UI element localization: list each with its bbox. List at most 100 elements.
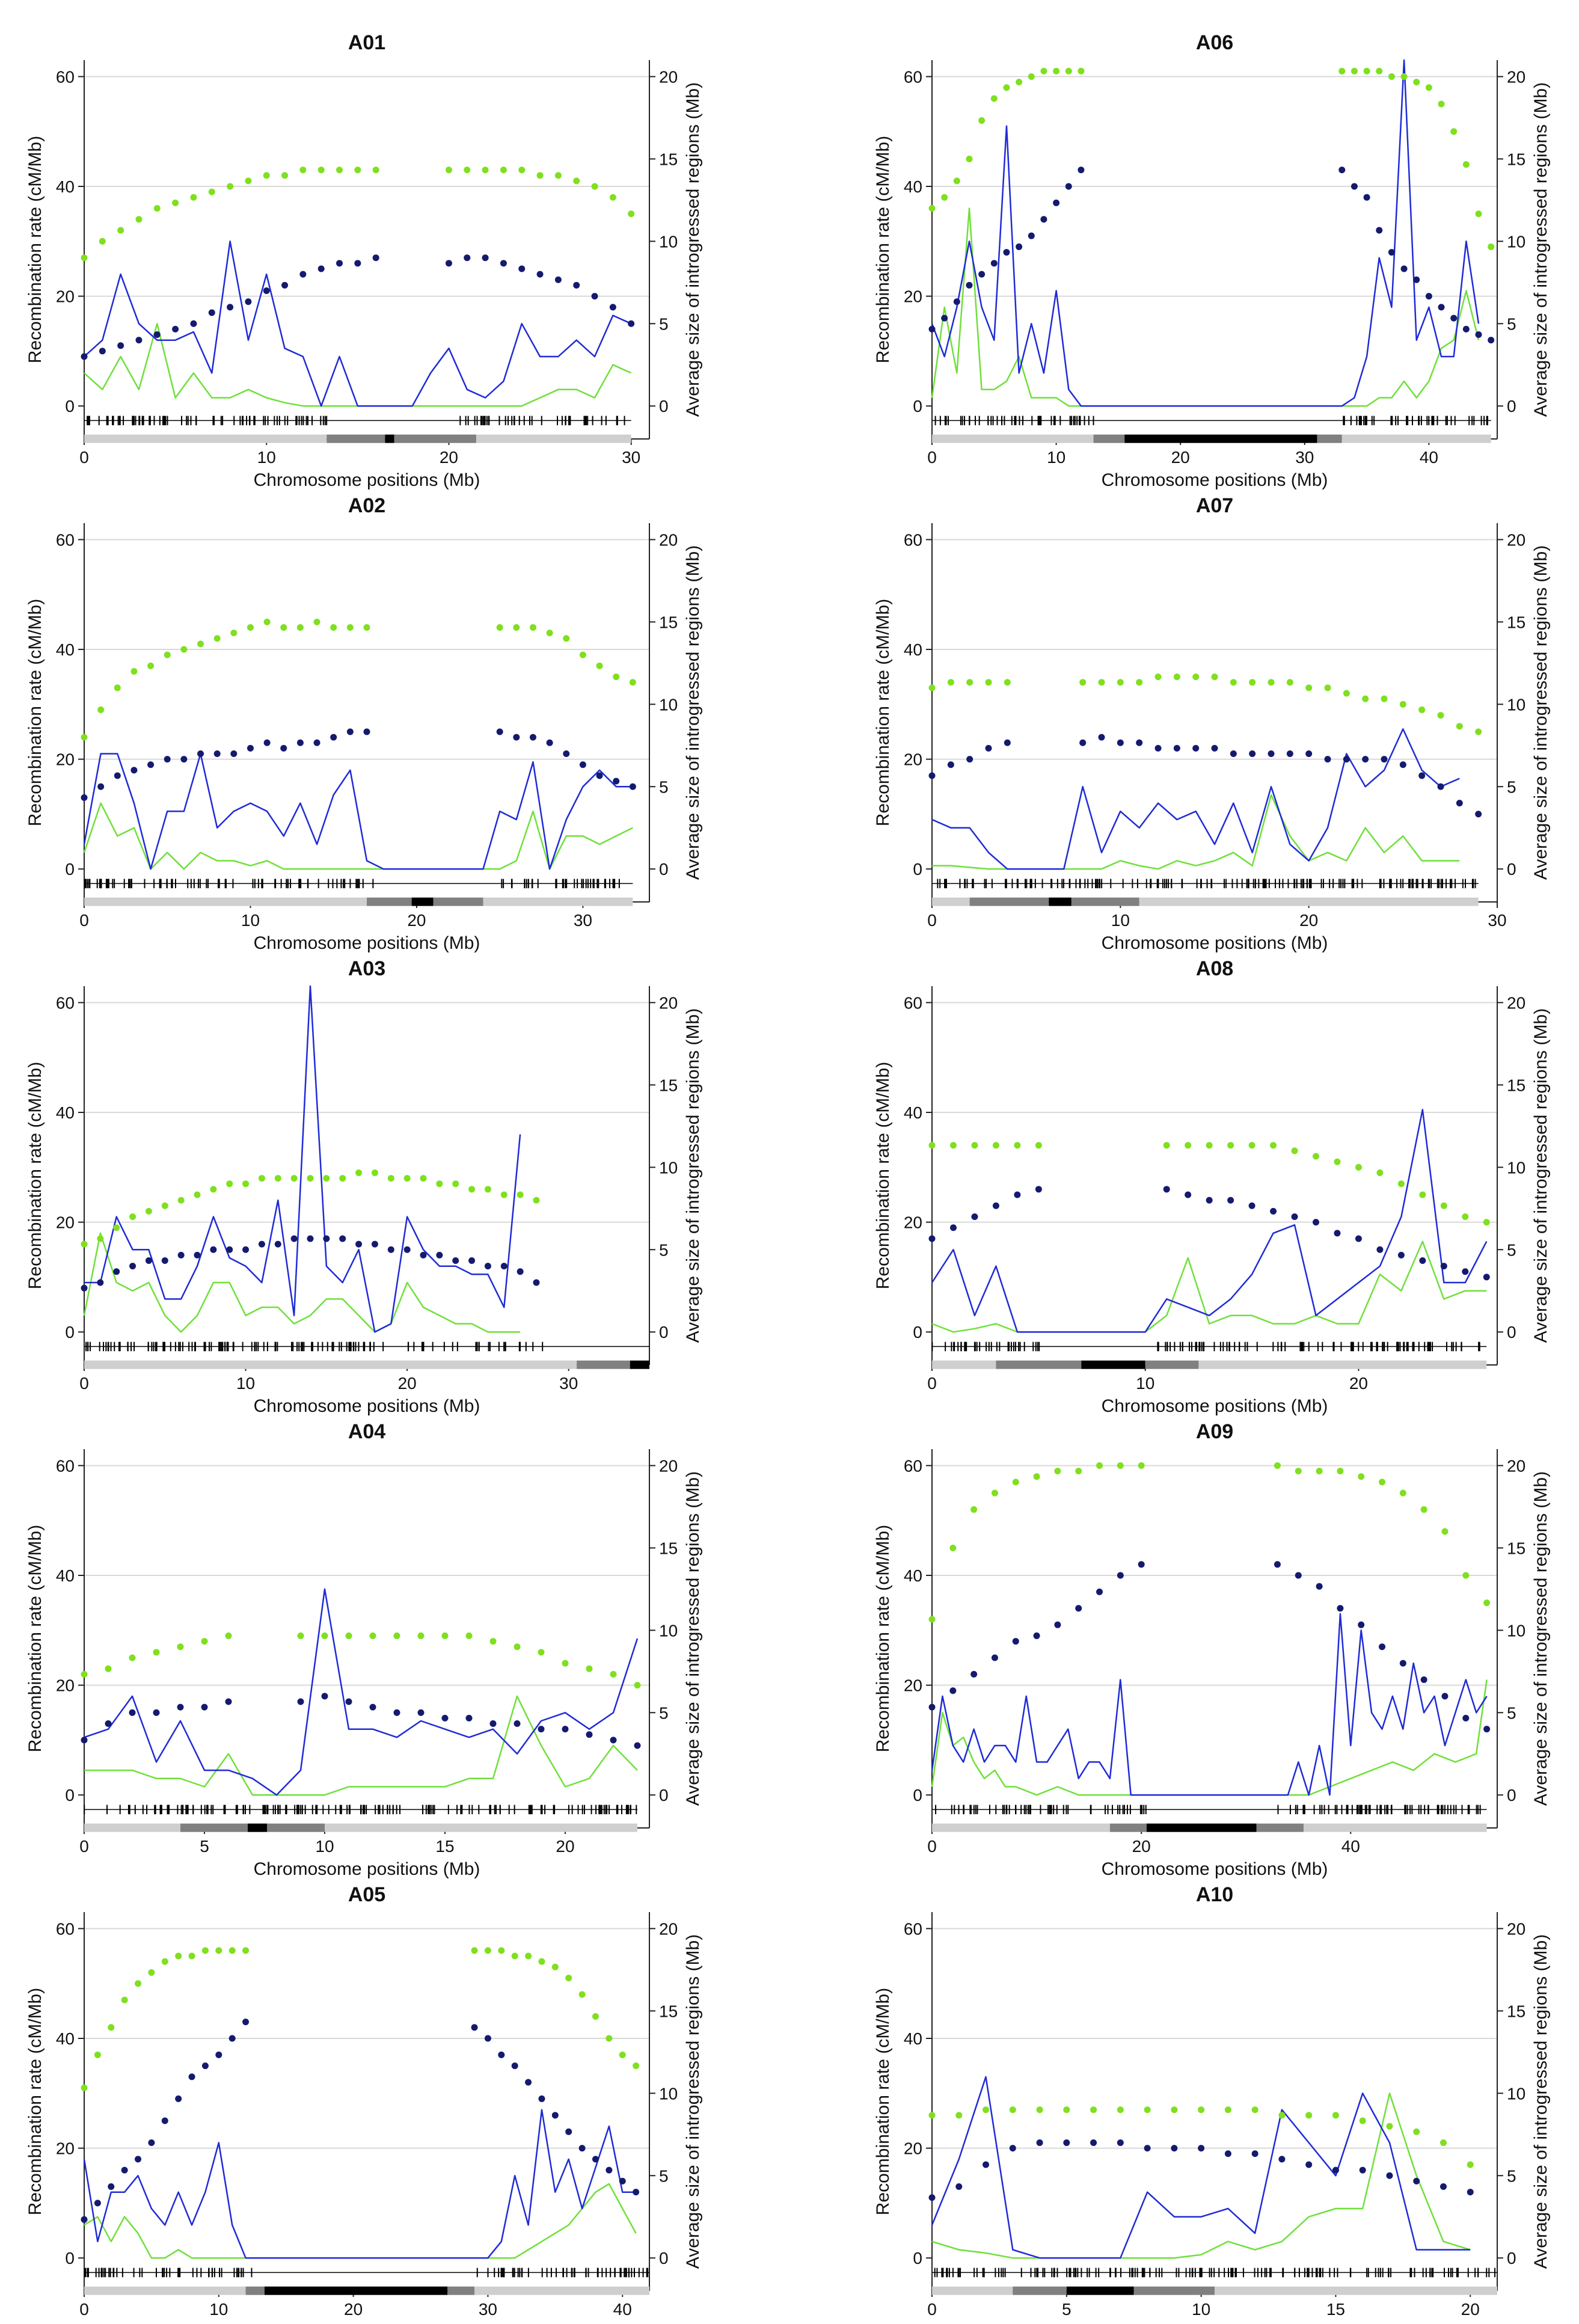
y2-tick-label: 10: [659, 1158, 678, 1177]
recomb-point-green: [983, 2106, 990, 2114]
y-tick-label: 0: [65, 2249, 75, 2267]
recomb-point-navy: [436, 1251, 443, 1259]
introgression-band-light: [476, 434, 631, 443]
recomb-point-navy: [1036, 2139, 1043, 2146]
recomb-point-green: [498, 1947, 505, 1954]
recomb-point-green: [1462, 1213, 1469, 1220]
recomb-point-navy: [177, 1251, 185, 1259]
recomb-point-green: [1362, 695, 1369, 702]
recomb-point-navy: [634, 1742, 641, 1749]
y2-axis-title: Average size of introgressed regions (Mb…: [1531, 545, 1551, 880]
introgression-band-mid: [180, 1823, 248, 1832]
recomb-point-green: [500, 167, 507, 174]
recomb-point-green: [175, 1952, 182, 1960]
recomb-point-navy: [941, 314, 948, 322]
x-tick-label: 0: [79, 1374, 89, 1393]
recomb-point-navy: [247, 744, 254, 752]
recomb-point-navy: [387, 1246, 394, 1253]
recomb-point-green: [563, 635, 570, 642]
y2-tick-label: 15: [1507, 613, 1525, 631]
recomb-point-green: [536, 172, 544, 179]
recomb-point-green: [1295, 1468, 1302, 1475]
x-tick-label: 10: [1192, 2300, 1210, 2319]
recomb-point-green: [164, 651, 171, 658]
y2-tick-label: 20: [659, 67, 678, 86]
recomb-point-navy: [355, 1240, 363, 1248]
recomb-point-navy: [1450, 314, 1458, 322]
recomb-point-green: [1206, 1142, 1213, 1149]
recomb-point-green: [978, 117, 986, 124]
y2-tick-label: 0: [1507, 860, 1516, 878]
y2-tick-label: 5: [1507, 1703, 1516, 1722]
recomb-point-green: [403, 1175, 411, 1182]
recomb-point-navy: [1117, 739, 1124, 746]
recomb-point-green: [105, 1665, 112, 1672]
recomb-point-navy: [1363, 194, 1370, 201]
introgression-band-light: [84, 1360, 577, 1369]
y-tick-label: 0: [913, 860, 922, 878]
recomb-point-navy: [1248, 1202, 1256, 1209]
x-tick-label: 15: [435, 1837, 454, 1856]
recomb-point-navy: [1035, 1186, 1042, 1193]
recomb-point-navy: [190, 320, 197, 327]
recomb-point-green: [1388, 73, 1395, 80]
recomb-point-green: [1399, 1489, 1406, 1497]
recomb-point-navy: [471, 2024, 478, 2031]
recomb-point-navy: [1305, 2161, 1313, 2168]
introgression-band-mid: [327, 434, 385, 443]
recomb-point-green: [941, 194, 948, 201]
recomb-point-green: [517, 1191, 524, 1198]
panel-a09: 0 20 40 0 20 40 60 0 5 10 15 20 A09 Chromosome positi…: [873, 1420, 1551, 1879]
introgression-band-dark: [1146, 1823, 1257, 1832]
y-tick-label: 40: [56, 1103, 75, 1122]
recomb-point-green: [1065, 67, 1072, 75]
x-tick-label: 0: [927, 2300, 937, 2319]
recomb-point-navy: [145, 1257, 152, 1265]
recomb-point-green: [1475, 728, 1482, 735]
panel-a04: 0 5 10 15 20 0 20 40 60 0 5 10 15 20 A04 Chromosome pos…: [25, 1420, 703, 1879]
y2-tick-label: 20: [1507, 1456, 1525, 1475]
recomb-point-green: [554, 172, 562, 179]
introgression-band-dark: [1081, 1360, 1145, 1369]
recomb-point-green: [992, 1142, 999, 1149]
recomb-point-green: [213, 635, 221, 642]
recomb-point-green: [628, 210, 635, 218]
recomb-point-navy: [210, 1246, 217, 1253]
recomb-point-navy: [1054, 1621, 1061, 1628]
x-tick-label: 10: [1136, 1374, 1154, 1393]
recomb-point-navy: [1274, 1561, 1281, 1568]
introgression-band-dark: [1124, 434, 1317, 443]
recomb-point-green: [500, 1191, 507, 1198]
y2-tick-label: 15: [659, 150, 678, 168]
x-tick-label: 15: [1326, 2300, 1345, 2319]
recomb-point-navy: [177, 1703, 184, 1711]
recomb-point-navy: [130, 767, 138, 774]
panel-title: A06: [1196, 31, 1233, 54]
y2-tick-label: 5: [1507, 2166, 1516, 2185]
recomb-point-navy: [1381, 756, 1388, 763]
y2-tick-label: 20: [1507, 67, 1525, 86]
recomb-point-navy: [1144, 2145, 1151, 2152]
recomb-point-green: [928, 684, 936, 691]
y-tick-label: 60: [904, 67, 922, 86]
recomb-point-green: [1248, 1142, 1256, 1149]
recomb-point-green: [1270, 1142, 1277, 1149]
y-axis-title: Recombination rate (cM/Mb): [25, 136, 45, 363]
recomb-point-navy: [573, 281, 580, 289]
recomb-point-navy: [949, 1224, 957, 1231]
recomb-point-navy: [525, 2079, 532, 2086]
panel-title: A02: [348, 494, 385, 517]
x-tick-label: 0: [79, 448, 89, 467]
recomb-point-green: [1012, 1479, 1019, 1486]
recomb-point-green: [290, 1175, 298, 1182]
recomb-point-navy: [1418, 772, 1426, 779]
recomb-point-navy: [274, 1240, 281, 1248]
recomb-point-navy: [296, 739, 304, 746]
recomb-point-navy: [591, 293, 598, 300]
recomb-point-green: [1324, 684, 1331, 691]
recomb-point-navy: [1467, 2189, 1474, 2196]
recomb-point-navy: [606, 2166, 613, 2174]
recomb-point-green: [1420, 1506, 1427, 1513]
recomb-point-green: [452, 1180, 459, 1188]
recomb-point-navy: [1014, 1191, 1021, 1198]
